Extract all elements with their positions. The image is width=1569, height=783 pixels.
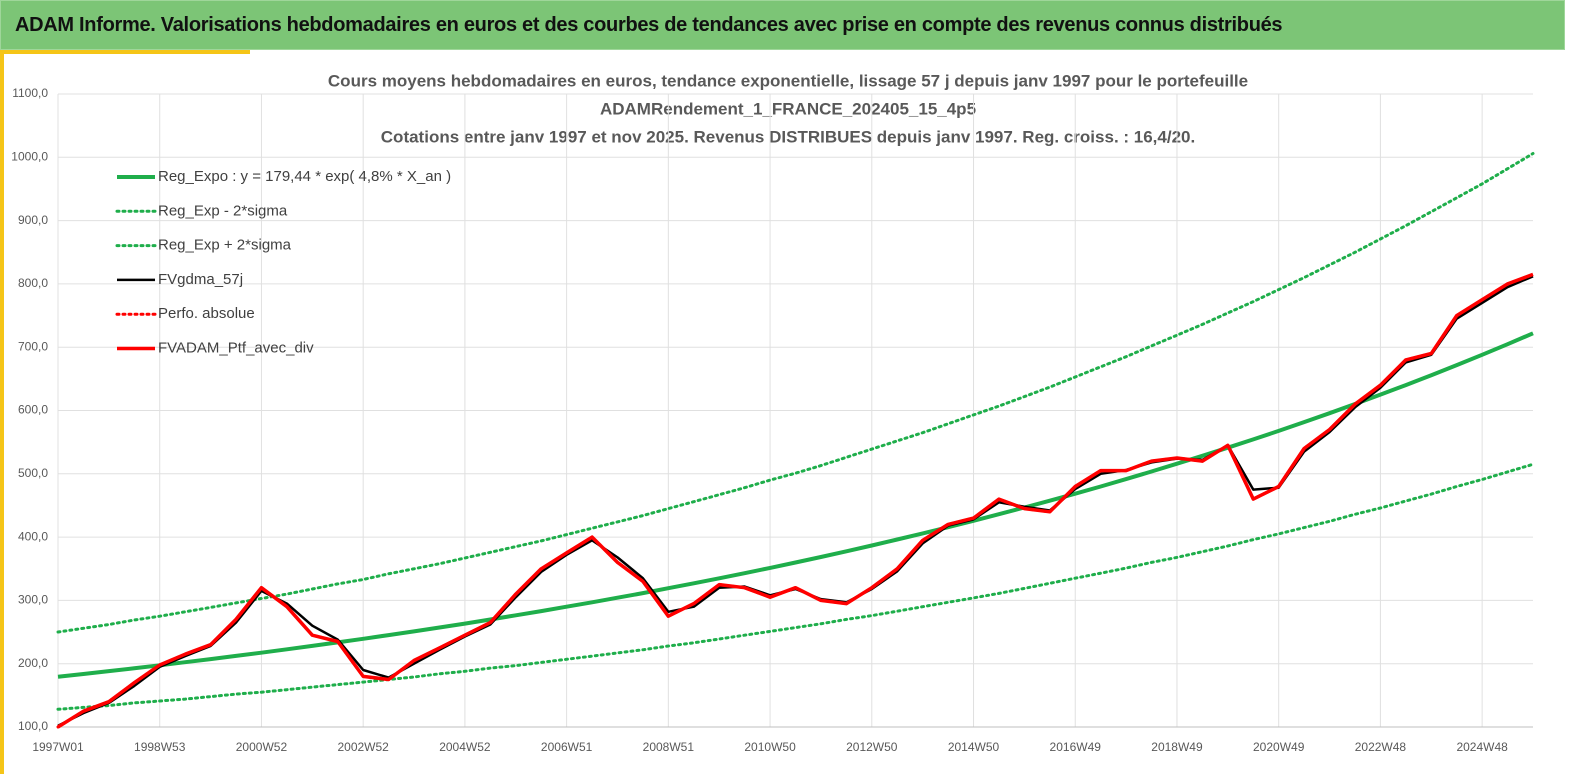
series-line: [56, 152, 1535, 634]
series-line: [57, 272, 1534, 729]
chart-title: Cotations entre janv 1997 et nov 2025. R…: [381, 127, 1195, 146]
chart-title: ADAMRendement_1_FRANCE_202405_15_4p5: [600, 99, 976, 118]
legend-label: FVgdma_57j: [158, 271, 243, 288]
x-tick-label: 2008W51: [643, 740, 695, 754]
y-tick-label: 400,0: [18, 529, 48, 543]
accent: [0, 54, 4, 774]
chart-title: Cours moyens hebdomadaires en euros, ten…: [328, 71, 1248, 90]
y-tick-label: 300,0: [18, 593, 48, 607]
legend-label: Reg_Exp - 2*sigma: [158, 202, 288, 219]
x-tick-label: 2022W48: [1355, 740, 1407, 754]
header-title: ADAM Informe. Valorisations hebdomadaire…: [15, 14, 1283, 36]
x-tick-label: 2002W52: [337, 740, 389, 754]
x-tick-label: 2012W50: [846, 740, 898, 754]
legend-label: Reg_Exp + 2*sigma: [158, 237, 292, 254]
x-tick-label: 2000W52: [236, 740, 288, 754]
x-tick-label: 2020W49: [1253, 740, 1305, 754]
x-tick-label: 2024W48: [1456, 740, 1508, 754]
series-line: [57, 331, 1534, 679]
y-tick-label: 1000,0: [11, 149, 48, 163]
legend-label: Perfo. absolue: [158, 305, 255, 322]
x-tick-label: 2014W50: [948, 740, 1000, 754]
legend-label: FVADAM_Ptf_avec_div: [158, 339, 314, 356]
accent: [0, 50, 250, 54]
y-tick-label: 200,0: [18, 656, 48, 670]
legend-label: Reg_Expo : y = 179,44 * exp( 4,8% * X_an…: [158, 168, 451, 185]
y-tick-label: 100,0: [18, 719, 48, 733]
x-tick-label: 1998W53: [134, 740, 186, 754]
x-tick-label: 2018W49: [1151, 740, 1203, 754]
x-tick-label: 2004W52: [439, 740, 491, 754]
y-tick-label: 700,0: [18, 339, 48, 353]
series-line: [56, 462, 1535, 711]
y-tick-label: 900,0: [18, 213, 48, 227]
y-tick-label: 500,0: [18, 466, 48, 480]
x-tick-label: 2010W50: [744, 740, 796, 754]
y-tick-label: 600,0: [18, 403, 48, 417]
x-tick-label: 1997W01: [32, 740, 84, 754]
y-tick-label: 800,0: [18, 276, 48, 290]
header: ADAM Informe. Valorisations hebdomadaire…: [0, 0, 1565, 50]
y-tick-label: 1100,0: [12, 86, 48, 100]
x-tick-label: 2016W49: [1050, 740, 1102, 754]
x-tick-label: 2006W51: [541, 740, 593, 754]
